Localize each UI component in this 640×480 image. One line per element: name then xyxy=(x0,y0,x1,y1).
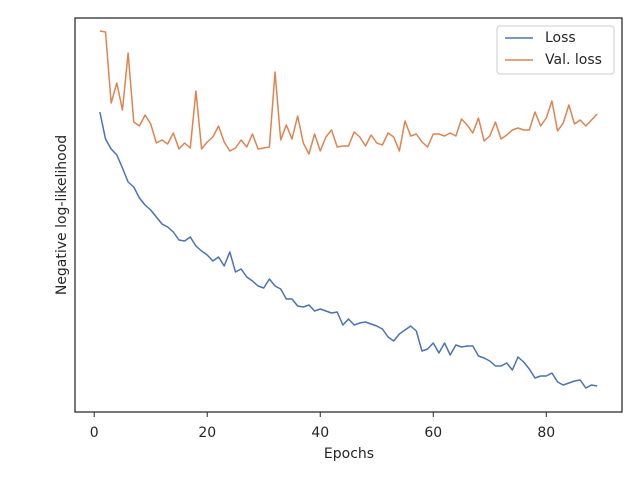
x-axis-label: Epochs xyxy=(324,446,374,462)
x-tick-label: 0 xyxy=(90,425,99,441)
y-axis-label: Negative log-likelihood xyxy=(54,135,70,295)
line-series xyxy=(99,30,598,155)
plot-frame xyxy=(74,17,623,413)
x-tick-label: 60 xyxy=(424,425,442,441)
x-tick-label: 20 xyxy=(198,425,216,441)
line-series xyxy=(99,111,598,389)
legend-label: Loss xyxy=(545,30,576,46)
x-tick-label: 40 xyxy=(311,425,329,441)
x-tick-label: 80 xyxy=(537,425,555,441)
legend-label: Val. loss xyxy=(545,52,602,68)
